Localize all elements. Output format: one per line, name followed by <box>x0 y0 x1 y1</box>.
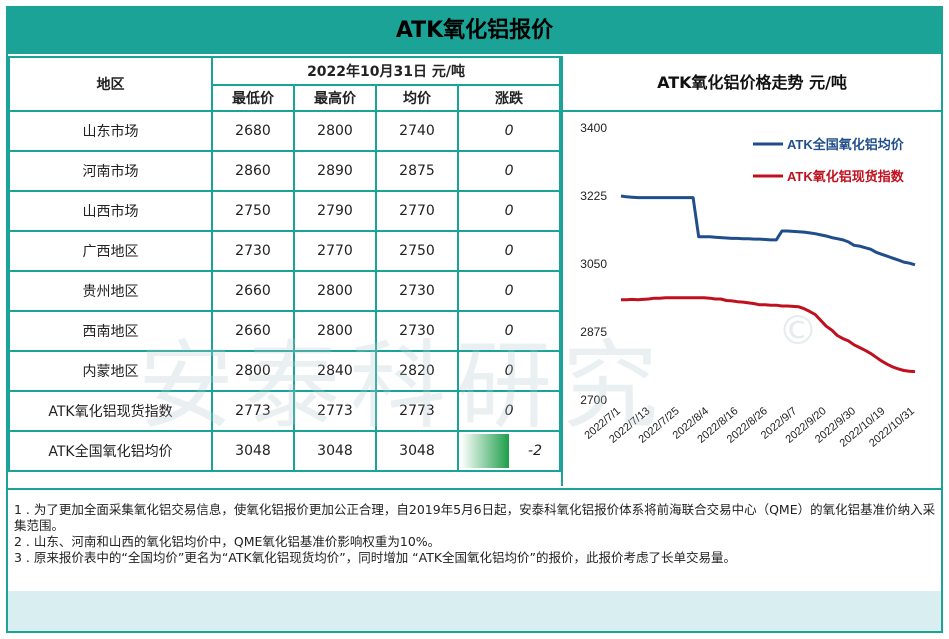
copyright-icon: © <box>778 308 818 354</box>
chart-title: ATK氧化铝价格走势 元/吨 <box>563 56 941 112</box>
cell-change: 0 <box>456 390 562 432</box>
date-header: 2022年10月31日 元/吨 <box>210 56 562 86</box>
y-tick-label: 2875 <box>580 325 607 339</box>
change-bar <box>461 434 509 468</box>
table-row: 山西市场 2750 2790 2770 0 <box>8 190 562 232</box>
y-tick-label: 2700 <box>580 393 607 407</box>
cell-region: ATK全国氧化铝均价 <box>8 430 213 472</box>
cell-change: 0 <box>456 190 562 232</box>
cell-avg: 2770 <box>375 190 459 232</box>
footer-band <box>8 591 941 631</box>
col-low-header: 最低价 <box>211 84 295 112</box>
cell-avg: 2730 <box>375 270 459 312</box>
cell-low: 2860 <box>211 150 295 192</box>
cell-region: 山西市场 <box>8 190 213 232</box>
legend-label-0: ATK全国氧化铝均价 <box>787 137 905 152</box>
table-row: 山东市场 2680 2800 2740 0 <box>8 110 562 152</box>
cell-region: ATK氧化铝现货指数 <box>8 390 213 432</box>
cell-avg: 2750 <box>375 230 459 272</box>
cell-high: 2790 <box>293 190 377 232</box>
cell-low: 2660 <box>211 270 295 312</box>
series-line-0 <box>620 194 916 267</box>
table-row: ATK氧化铝现货指数 2773 2773 2773 0 <box>8 390 562 432</box>
y-tick-label: 3400 <box>580 121 607 135</box>
cell-high: 3048 <box>293 430 377 472</box>
note-3: 3 . 原来报价表中的“全国均价”更名为“ATK氧化铝现货均价”，同时增加 “A… <box>14 550 737 565</box>
cell-low: 2660 <box>211 310 295 352</box>
table-row: 西南地区 2660 2800 2730 0 <box>8 310 562 352</box>
cell-low: 2680 <box>211 110 295 152</box>
cell-region: 西南地区 <box>8 310 213 352</box>
cell-high: 2773 <box>293 390 377 432</box>
cell-avg: 2875 <box>375 150 459 192</box>
cell-avg: 2740 <box>375 110 459 152</box>
region-header: 地区 <box>8 56 213 112</box>
cell-change: 0 <box>456 350 562 392</box>
col-change-header: 涨跌 <box>456 84 562 112</box>
cell-high: 2770 <box>293 230 377 272</box>
note-2: 2 . 山东、河南和山西的氧化铝均价中，QME氧化铝基准价影响权重为10%。 <box>14 534 441 549</box>
cell-low: 3048 <box>211 430 295 472</box>
cell-low: 2800 <box>211 350 295 392</box>
cell-change: 0 <box>456 270 562 312</box>
price-table: 地区 2022年10月31日 元/吨 最低价 最高价 均价 涨跌 山东市场 268… <box>8 56 562 472</box>
cell-region: 贵州地区 <box>8 270 213 312</box>
report-frame: ATK氧化铝报价 地区 2022年10月31日 元/吨 最低价 最高价 均价 涨… <box>6 6 943 633</box>
cell-change: 0 <box>456 230 562 272</box>
cell-change: -2 <box>456 430 562 472</box>
table-row: ATK全国氧化铝均价 3048 3048 3048 -2 <box>8 430 562 472</box>
cell-region: 河南市场 <box>8 150 213 192</box>
price-table-area: 地区 2022年10月31日 元/吨 最低价 最高价 均价 涨跌 山东市场 268… <box>8 56 562 486</box>
cell-high: 2890 <box>293 150 377 192</box>
cell-high: 2800 <box>293 310 377 352</box>
cell-avg: 2773 <box>375 390 459 432</box>
table-row: 内蒙地区 2800 2840 2820 0 <box>8 350 562 392</box>
cell-avg: 3048 <box>375 430 459 472</box>
cell-region: 山东市场 <box>8 110 213 152</box>
y-tick-label: 3050 <box>580 257 607 271</box>
col-avg-header: 均价 <box>375 84 459 112</box>
table-row: 河南市场 2860 2890 2875 0 <box>8 150 562 192</box>
cell-low: 2730 <box>211 230 295 272</box>
cell-region: 内蒙地区 <box>8 350 213 392</box>
legend-label-1: ATK氧化铝现货指数 <box>787 169 905 184</box>
cell-change: 0 <box>456 150 562 192</box>
cell-low: 2773 <box>211 390 295 432</box>
chart-svg: 270028753050322534002022/7/12022/7/13202… <box>580 121 917 450</box>
cell-avg: 2730 <box>375 310 459 352</box>
cell-high: 2800 <box>293 270 377 312</box>
cell-high: 2800 <box>293 110 377 152</box>
col-high-header: 最高价 <box>293 84 377 112</box>
price-trend-chart: ATK氧化铝价格走势 元/吨 2700 2875 3050 3225 3400 2022/… <box>561 56 941 486</box>
y-tick-label: 3225 <box>580 189 607 203</box>
report-title: ATK氧化铝报价 <box>8 8 941 54</box>
table-row: 广西地区 2730 2770 2750 0 <box>8 230 562 272</box>
cell-change: 0 <box>456 310 562 352</box>
cell-low: 2750 <box>211 190 295 232</box>
note-1: 1 . 为了更加全面采集氧化铝交易信息，使氧化铝报价更加公正合理，自2019年5… <box>14 502 936 533</box>
cell-avg: 2820 <box>375 350 459 392</box>
table-row: 贵州地区 2660 2800 2730 0 <box>8 270 562 312</box>
series-line-1 <box>621 296 916 374</box>
change-value: -2 <box>528 443 542 459</box>
cell-region: 广西地区 <box>8 230 213 272</box>
cell-change: 0 <box>456 110 562 152</box>
cell-high: 2840 <box>293 350 377 392</box>
notes: 1 . 为了更加全面采集氧化铝交易信息，使氧化铝报价更加公正合理，自2019年5… <box>8 488 941 566</box>
